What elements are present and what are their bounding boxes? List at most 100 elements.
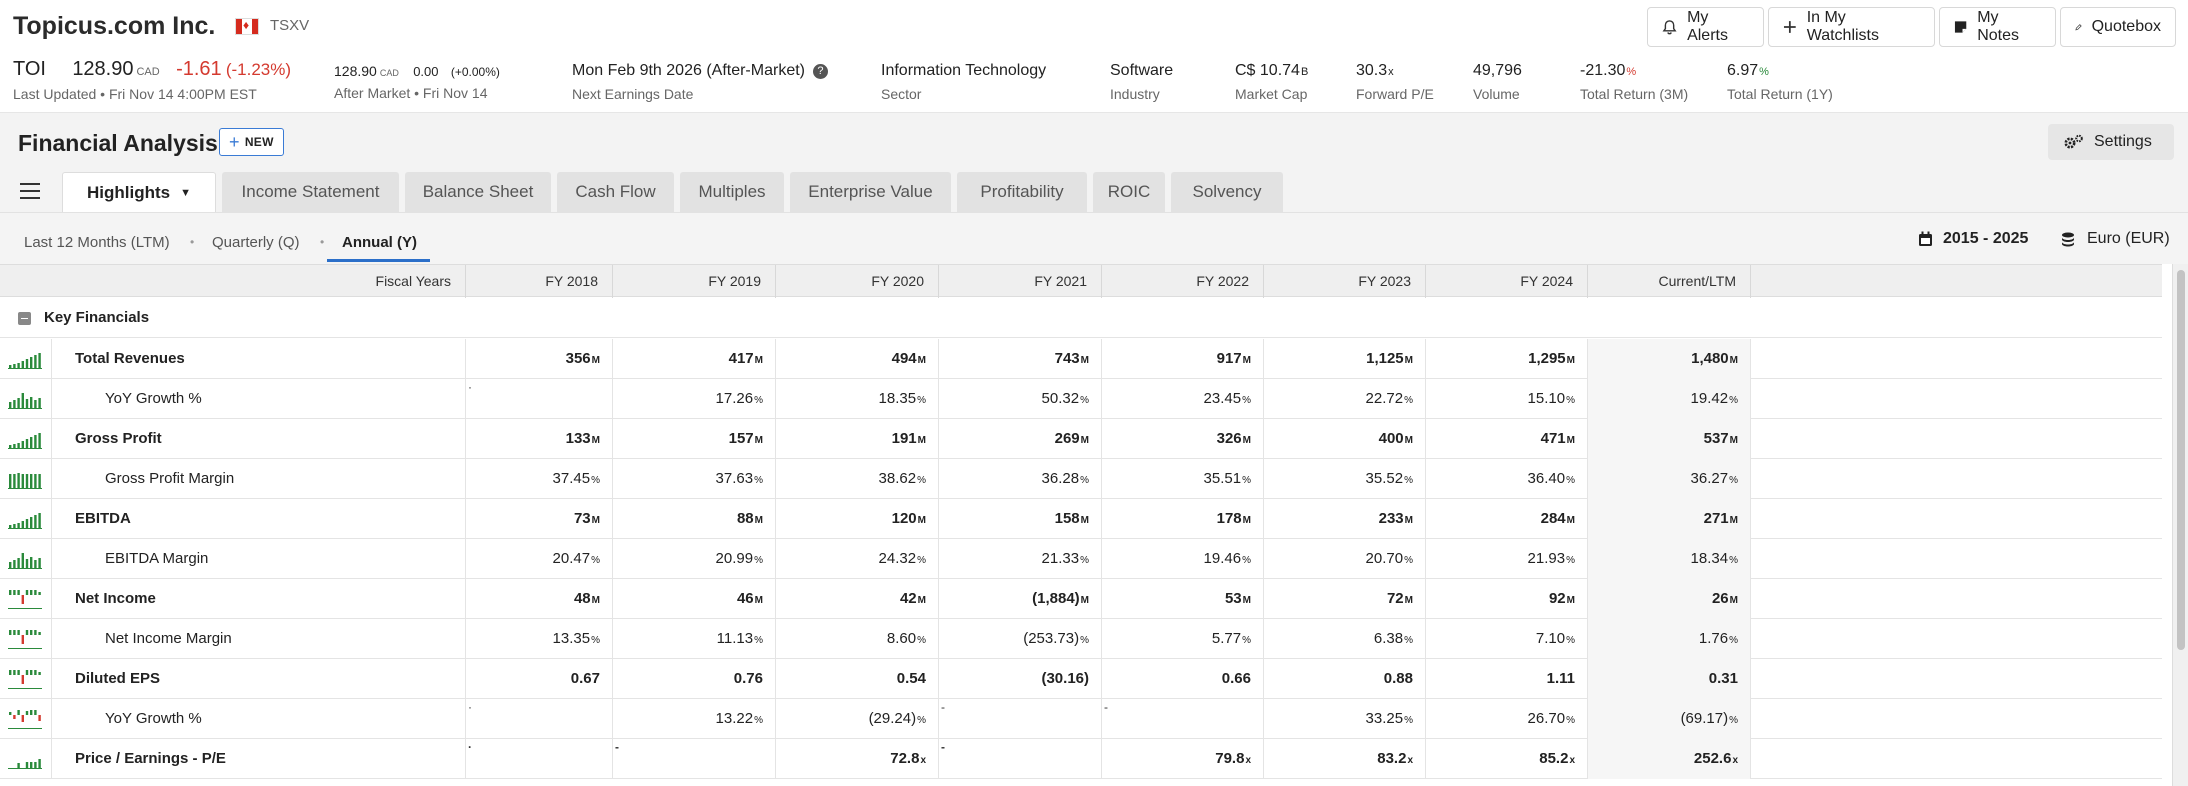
data-cell: 1,125M <box>1264 339 1426 379</box>
data-cell: 252.6x <box>1588 739 1751 779</box>
tab-cash-flow[interactable]: Cash Flow <box>557 172 674 212</box>
cell-value: 326 <box>1216 430 1242 447</box>
sparkline-chart-icon[interactable] <box>8 349 42 369</box>
data-cell: 19.42% <box>1588 379 1751 419</box>
data-cell: 19.46% <box>1102 539 1264 579</box>
no-data-mark: · <box>468 700 472 714</box>
help-icon[interactable]: ? <box>812 64 828 79</box>
data-cell: 50.32% <box>939 379 1102 419</box>
data-cell: - <box>939 739 1102 779</box>
table-row[interactable]: YoY Growth % · 17.26% 18.35% 50.32% 23.45% 22.… <box>0 379 2162 419</box>
sparkline-chart-icon[interactable] <box>8 669 42 689</box>
industry-value[interactable]: Software <box>1110 62 1174 79</box>
settings-button[interactable]: Settings <box>2048 124 2174 160</box>
cell-value: 494 <box>891 350 917 367</box>
cell-unit: M <box>1729 515 1738 526</box>
sparkline-chart-icon[interactable] <box>8 549 42 569</box>
data-cell: (1,884)M <box>939 579 1102 619</box>
cell-unit: % <box>917 555 926 566</box>
no-data-mark: · <box>468 740 472 754</box>
data-cell: - <box>613 739 776 779</box>
cell-value: 284 <box>1540 510 1566 527</box>
new-button[interactable]: + NEW <box>219 128 284 156</box>
settings-label: Settings <box>2094 133 2152 150</box>
cell-value: 5.77 <box>1211 630 1242 647</box>
sparkline-chart-icon[interactable] <box>8 749 42 769</box>
table-row[interactable]: Price / Earnings - P/E · -72.8x -79.8x 83.2x… <box>0 739 2162 779</box>
cell-unit: % <box>591 555 600 566</box>
cell-value: 178 <box>1216 510 1242 527</box>
cell-value: 271 <box>1703 510 1729 527</box>
cell-value: 252.6 <box>1693 750 1732 767</box>
sparkline-chart-icon[interactable] <box>8 469 42 489</box>
date-range-selector[interactable]: 2015 - 2025 <box>1918 230 2028 248</box>
cell-value: 42 <box>899 590 917 607</box>
data-cell: 178M <box>1102 499 1264 539</box>
table-row[interactable]: Gross Profit Margin 37.45% 37.63% 38.62% 36.… <box>0 459 2162 499</box>
data-cell: 0.31 <box>1588 659 1751 699</box>
return-3m-unit: % <box>1626 66 1637 78</box>
table-row[interactable]: YoY Growth % · 13.22% (29.24)% - -33.25% 26.70… <box>0 699 2162 739</box>
sparkline-chart-icon[interactable] <box>8 589 42 609</box>
table-row[interactable]: Total Revenues 356M 417M 494M 743M 917M 1,125M… <box>0 339 2162 379</box>
cell-value: 0.31 <box>1708 670 1738 687</box>
my-notes-button[interactable]: My Notes <box>1939 7 2056 47</box>
in-my-watchlists-button[interactable]: In My Watchlists <box>1768 7 1935 47</box>
forward-pe-value: 30.3 <box>1356 62 1388 79</box>
tab-highlights[interactable]: Highlights ▼ <box>62 172 216 213</box>
data-cell: 36.40% <box>1426 459 1588 499</box>
data-cell: 20.70% <box>1264 539 1426 579</box>
table-row[interactable]: Net Income 48M 46M 42M (1,884)M 53M 72M 92M 26M <box>0 579 2162 619</box>
tab-roic[interactable]: ROIC <box>1093 172 1165 212</box>
table-row[interactable]: EBITDA Margin 20.47% 20.99% 24.32% 21.33% 19.… <box>0 539 2162 579</box>
plus-icon <box>1783 21 1796 33</box>
row-label: YoY Growth % <box>105 390 202 407</box>
table-row[interactable]: EBITDA 73M 88M 120M 158M 178M 233M 284M 271M <box>0 499 2162 539</box>
tab-profitability[interactable]: Profitability <box>957 172 1087 212</box>
cell-unit: % <box>1242 475 1251 486</box>
sparkline-chart-icon[interactable] <box>8 509 42 529</box>
tab-enterprise-value[interactable]: Enterprise Value <box>790 172 951 212</box>
cell-value: (1,884) <box>1032 590 1080 607</box>
cell-unit: % <box>917 715 926 726</box>
cell-value: 17.26 <box>715 390 754 407</box>
cell-value: 79.8 <box>1215 750 1245 767</box>
tab-balance-sheet[interactable]: Balance Sheet <box>405 172 551 212</box>
my-alerts-button[interactable]: My Alerts <box>1647 7 1764 47</box>
sparkline-chart-icon[interactable] <box>8 389 42 409</box>
tab-solvency[interactable]: Solvency <box>1171 172 1283 212</box>
return-3m-value: -21.30 <box>1580 62 1626 79</box>
cell-value: 15.10 <box>1527 390 1566 407</box>
after-price: 128.90 <box>334 63 377 79</box>
table-row[interactable]: Gross Profit 133M 157M 191M 269M 326M 400M 471M… <box>0 419 2162 459</box>
cell-value: 1.11 <box>1546 670 1575 687</box>
cell-value: 35.52 <box>1365 470 1404 487</box>
cell-value: 191 <box>891 430 917 447</box>
collapse-icon[interactable] <box>18 312 31 325</box>
cell-unit: % <box>917 475 926 486</box>
table-row[interactable]: Diluted EPS 0.67 0.76 0.54 (30.16) 0.66 0.88 1.… <box>0 659 2162 699</box>
period-ltm[interactable]: Last 12 Months (LTM) <box>24 234 170 251</box>
cell-unit: % <box>1729 395 1738 406</box>
tab-multiples[interactable]: Multiples <box>680 172 784 212</box>
period-quarterly[interactable]: Quarterly (Q) <box>212 234 300 251</box>
data-cell: 537M <box>1588 419 1751 459</box>
new-label: NEW <box>244 135 274 149</box>
menu-icon[interactable] <box>20 183 40 199</box>
vertical-scrollbar[interactable] <box>2172 264 2188 786</box>
data-cell: · <box>466 699 613 739</box>
data-cell: 22.72% <box>1264 379 1426 419</box>
currency-selector[interactable]: Euro (EUR) <box>2061 230 2170 248</box>
sparkline-chart-icon[interactable] <box>8 429 42 449</box>
scrollbar-thumb[interactable] <box>2177 270 2185 650</box>
sparkline-chart-icon[interactable] <box>8 629 42 649</box>
tab-income-statement[interactable]: Income Statement <box>222 172 399 212</box>
data-cell: 88M <box>613 499 776 539</box>
sector-label: Sector <box>881 86 922 102</box>
sector-value[interactable]: Information Technology <box>881 62 1047 79</box>
period-annual[interactable]: Annual (Y) <box>342 234 417 251</box>
table-row[interactable]: Net Income Margin 13.35% 11.13% 8.60% (253.7… <box>0 619 2162 659</box>
active-period-underline <box>327 259 430 262</box>
quotebox-button[interactable]: Quotebox <box>2060 7 2176 47</box>
sparkline-chart-icon[interactable] <box>8 709 42 729</box>
